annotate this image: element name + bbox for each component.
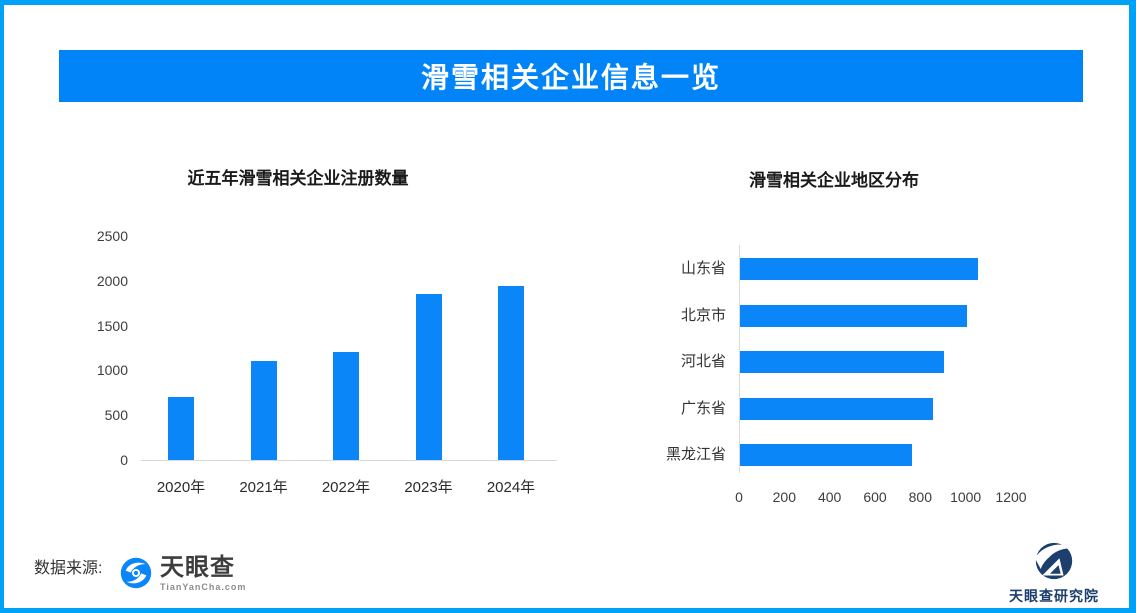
- x-axis-category-label: 2024年: [486, 479, 536, 496]
- bar-2024年: [498, 286, 524, 460]
- y-axis-line: [739, 245, 740, 473]
- bar-2023年: [415, 294, 442, 460]
- x-axis-tick-label: 400: [817, 489, 842, 505]
- y-axis-category-label: 北京市: [680, 306, 726, 324]
- page-title: 滑雪相关企业信息一览: [420, 62, 721, 93]
- data-source-label: 数据来源:: [34, 560, 103, 577]
- bar-2021年: [250, 361, 277, 460]
- y-axis-category-label: 黑龙江省: [665, 446, 726, 463]
- x-axis-tick-label: 1200: [995, 489, 1027, 505]
- y-axis-tick-label: 1000: [96, 362, 128, 379]
- bar-山东省: [740, 258, 978, 280]
- x-axis-baseline: [141, 460, 557, 461]
- y-axis-category-label: 河北省: [680, 353, 726, 370]
- bar-北京市: [740, 304, 967, 327]
- tianyancha-eye-icon: [120, 557, 152, 589]
- x-axis-category-label: 2021年: [239, 479, 288, 496]
- bar-2020年: [168, 397, 194, 460]
- y-axis-tick-label: 2500: [96, 228, 128, 244]
- y-axis-tick-label: 1500: [96, 317, 128, 334]
- x-axis-category-label: 2023年: [404, 479, 453, 496]
- y-axis-category-label: 广东省: [680, 399, 726, 417]
- left-chart-title: 近五年滑雪相关企业注册数量: [187, 169, 409, 188]
- tianyancha-wordmark: 天眼查 TianYanCha.com: [160, 554, 247, 593]
- bar-广东省: [740, 397, 933, 420]
- x-axis-category-label: 2020年: [156, 479, 206, 496]
- bar-河北省: [740, 351, 944, 373]
- y-axis-category-label: 山东省: [680, 260, 726, 277]
- x-axis-tick-label: 800: [908, 489, 932, 505]
- research-institute-name: 天眼查研究院: [1009, 588, 1099, 604]
- x-axis-category-label: 2022年: [321, 479, 371, 496]
- x-axis-tick-label: 600: [863, 489, 887, 505]
- tianyancha-logo: 天眼查 TianYanCha.com: [120, 555, 246, 592]
- x-axis-tick-label: 0: [735, 489, 743, 505]
- right-chart-title: 滑雪相关企业地区分布: [749, 171, 919, 190]
- tianyancha-name: 天眼查: [160, 554, 235, 581]
- y-axis-tick-label: 0: [120, 452, 128, 468]
- research-institute-icon: [1034, 542, 1074, 580]
- x-axis-tick-label: 1000: [950, 489, 982, 505]
- bar-黑龙江省: [740, 444, 912, 466]
- tianyancha-domain-text: TianYanCha.com: [160, 582, 247, 592]
- y-axis-tick-label: 2000: [96, 272, 128, 289]
- research-institute-logo: 天眼查研究院: [984, 541, 1124, 606]
- title-banner: 滑雪相关企业信息一览: [59, 50, 1083, 102]
- y-axis-tick-label: 500: [104, 407, 128, 424]
- bar-2022年: [333, 352, 359, 460]
- x-axis-tick-label: 200: [772, 489, 796, 505]
